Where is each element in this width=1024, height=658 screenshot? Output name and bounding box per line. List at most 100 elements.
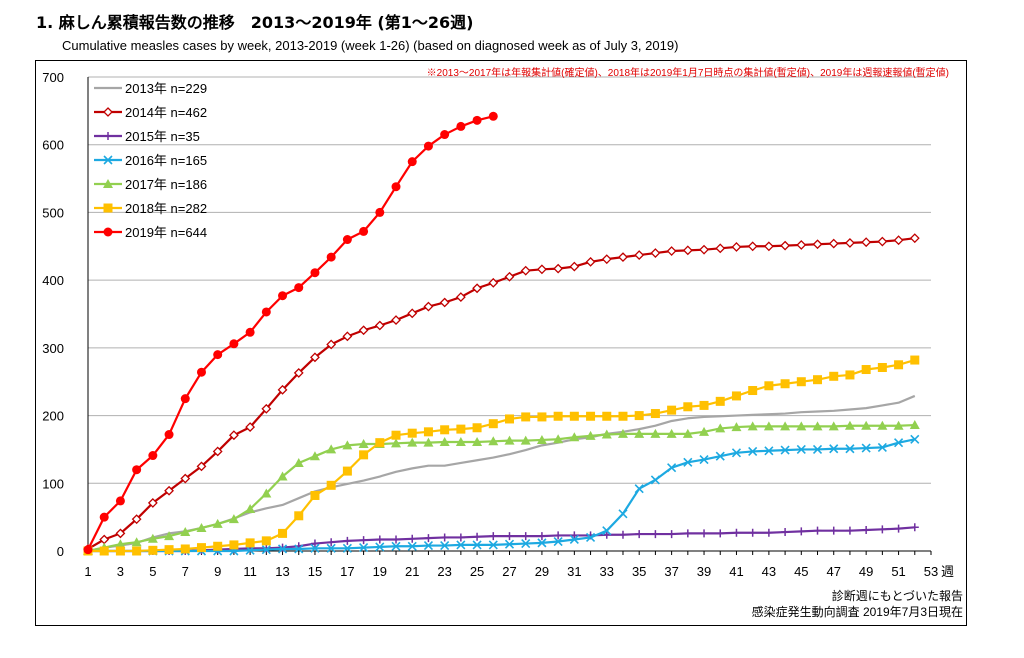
legend: 2013年 n=229 2014年 n=462 2015年 n=35 2016年 n=… [94, 81, 207, 240]
data-point [99, 546, 109, 556]
data-point [229, 540, 239, 550]
x-tick-label: 13 [275, 564, 289, 579]
data-point [473, 532, 482, 541]
data-point [893, 420, 904, 430]
data-point [699, 400, 709, 410]
data-point [456, 121, 466, 131]
data-point [196, 522, 207, 532]
data-point [683, 457, 693, 467]
y-tick-label: 500 [42, 205, 64, 220]
data-point [278, 543, 287, 552]
series-line [88, 526, 915, 553]
data-point [164, 485, 174, 496]
data-point [440, 541, 450, 551]
data-point [602, 411, 612, 421]
series-group [83, 111, 920, 556]
data-point [585, 256, 596, 267]
data-point [148, 451, 158, 461]
data-point [910, 434, 920, 444]
data-point [131, 537, 142, 547]
data-point [342, 543, 352, 553]
x-tick-label: 1 [84, 564, 91, 579]
data-point [456, 424, 466, 434]
y-tick-label: 300 [42, 341, 64, 356]
data-point [651, 530, 660, 539]
data-point [797, 527, 806, 536]
data-point [650, 248, 661, 258]
legend-marker [103, 203, 113, 213]
data-point [504, 271, 515, 282]
x-tick-label: 33 [600, 564, 614, 579]
data-point [294, 283, 304, 293]
data-point [327, 538, 336, 547]
data-point [715, 243, 726, 254]
legend-item: 2015年 n=35 [94, 129, 200, 144]
data-point [893, 235, 904, 246]
data-point [164, 430, 174, 440]
data-point [423, 301, 434, 312]
data-point [456, 533, 465, 542]
data-point [407, 428, 417, 438]
data-point [132, 465, 142, 475]
data-point [699, 244, 709, 255]
data-point [537, 412, 547, 422]
data-point [780, 421, 791, 431]
data-point [796, 444, 806, 454]
data-point [293, 367, 304, 378]
data-point [359, 543, 369, 553]
series-2019 [83, 111, 498, 555]
y-tick-label: 400 [42, 273, 64, 288]
data-point [683, 402, 693, 412]
data-point [277, 544, 288, 554]
data-point [504, 539, 515, 549]
data-point [164, 531, 175, 541]
data-point [602, 530, 611, 539]
data-point [358, 325, 369, 336]
legend-label: 2019年 n=644 [125, 225, 207, 240]
x-tick-label: 9 [214, 564, 221, 579]
data-point [716, 529, 725, 538]
data-point [682, 428, 693, 438]
legend-label: 2014年 n=462 [125, 105, 207, 120]
x-tick-label: 19 [373, 564, 387, 579]
data-point [164, 545, 174, 555]
data-point [455, 292, 466, 302]
data-point [877, 442, 887, 452]
data-point [634, 250, 645, 261]
data-point [520, 435, 531, 445]
data-point [359, 536, 368, 545]
data-point [569, 534, 579, 545]
data-point [764, 381, 774, 391]
data-point [910, 523, 919, 532]
data-point [682, 245, 693, 256]
data-point [537, 532, 546, 541]
gridlines [88, 76, 931, 552]
data-point [521, 412, 531, 422]
data-point [309, 451, 320, 461]
legend-label: 2016年 n=165 [125, 153, 207, 168]
data-point [488, 277, 499, 288]
y-tick-label: 700 [42, 70, 64, 85]
data-point [147, 533, 158, 543]
data-point [553, 263, 564, 274]
legend-item: 2018年 n=282 [94, 201, 207, 216]
data-point [440, 425, 450, 435]
data-point [877, 420, 888, 430]
legend-label: 2013年 n=229 [125, 81, 207, 96]
data-point [212, 446, 223, 457]
data-point [407, 541, 417, 551]
x-tick-label: 27 [502, 564, 516, 579]
data-point [455, 436, 466, 446]
x-tick-label: 25 [470, 564, 484, 579]
x-tick-label: 21 [405, 564, 419, 579]
data-point [424, 534, 433, 543]
data-point [829, 526, 838, 535]
data-point [635, 530, 644, 539]
data-point [342, 235, 352, 245]
data-point [845, 526, 854, 535]
data-point [148, 545, 158, 555]
series-line [88, 358, 916, 553]
data-point [585, 430, 596, 440]
series-2014 [83, 233, 920, 554]
